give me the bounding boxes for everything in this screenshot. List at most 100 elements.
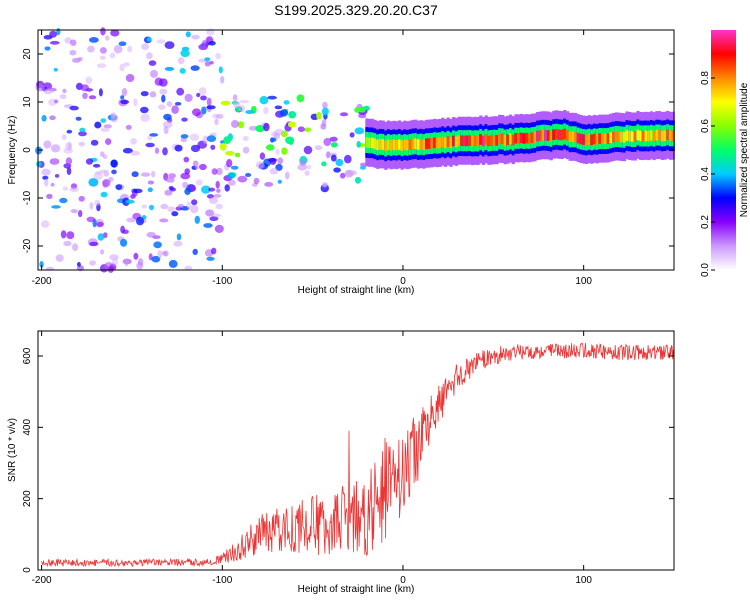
spectrogram-xlabel: Height of straight line (km) <box>298 285 415 296</box>
spectrogram-noise-blob <box>67 141 72 151</box>
spectrogram-noise-blob <box>69 39 77 46</box>
spectrogram-noise-blob <box>231 120 239 128</box>
spectrogram-signal-cell <box>655 129 659 141</box>
spectrogram-noise-blob <box>171 105 179 114</box>
spectrogram-signal-cell <box>647 130 651 142</box>
spectrogram-noise-blob <box>131 171 139 178</box>
spectrogram-noise-blob <box>214 224 224 233</box>
spectrogram-noise-blob <box>82 92 88 100</box>
spectrogram-noise-blob <box>206 105 216 110</box>
spectrogram-noise-blob <box>215 203 223 210</box>
spectrogram-noise-blob <box>269 168 278 175</box>
spectrogram-noise-blob <box>198 87 207 95</box>
spectrogram-noise-blob <box>133 188 143 194</box>
spectrogram-signal-cell <box>625 130 629 141</box>
spectrogram-noise-blob <box>78 210 83 218</box>
spectrogram-noise-blob <box>201 185 211 194</box>
spectrogram-noise-blob <box>120 225 125 234</box>
spectrogram-signal-cell <box>668 130 673 142</box>
spectrogram-noise-blob <box>275 148 280 155</box>
spectrogram-noise-blob <box>120 238 128 247</box>
spectrogram-signal-cell <box>449 137 453 149</box>
spectrogram-signal-cell <box>652 130 656 142</box>
spectrogram-noise-blob <box>149 91 157 98</box>
spectrogram-signal-cell <box>666 129 670 141</box>
spectrogram-signal-cell <box>403 139 407 150</box>
spectrogram-noise-blob <box>242 136 249 141</box>
spectrogram-noise-blob <box>232 94 238 101</box>
spectrogram-signal-cell <box>368 137 372 149</box>
spectrogram-noise-blob <box>89 241 99 247</box>
spectrogram-signal-cell <box>389 140 393 151</box>
spectrogram-noise-blob <box>167 206 176 213</box>
spectrogram-signal-cell <box>468 135 472 146</box>
spectrogram-signal-cell <box>525 132 529 144</box>
spectrogram-noise-blob <box>107 265 114 273</box>
spectrogram-noise-blob <box>159 88 168 95</box>
spectrogram-noise-blob <box>94 199 101 206</box>
spectrogram-signal-cell <box>514 133 518 144</box>
spectrogram-ytick-label: -20 <box>22 238 33 253</box>
spectrogram-noise-blob <box>60 230 67 239</box>
spectrogram-noise-blob <box>186 201 192 209</box>
spectrogram-signal-cell <box>454 136 458 148</box>
spectrogram-noise-blob <box>230 165 239 170</box>
spectrogram-noise-blob <box>181 117 188 122</box>
spectrogram-noise-blob <box>109 52 116 59</box>
spectrogram-noise-blob <box>354 107 361 113</box>
spectrogram-signal-cell <box>536 130 540 142</box>
spectrogram-noise-blob <box>304 127 312 132</box>
spectrogram-noise-blob <box>205 41 210 46</box>
spectrogram-noise-blob <box>239 99 250 104</box>
snr-frame <box>37 330 675 571</box>
spectrogram-signal-cell <box>500 133 505 145</box>
spectrogram-noise-blob <box>174 144 183 152</box>
spectrogram-signal-cell <box>441 136 445 147</box>
spectrogram-noise-blob <box>237 121 245 129</box>
spectrogram-noise-blob <box>264 182 274 187</box>
spectrogram-signal-cell <box>411 138 415 150</box>
spectrogram-signal-cell <box>587 133 591 145</box>
spectrogram-signal-cell <box>660 130 664 142</box>
spectrogram-signal-cell <box>541 129 545 141</box>
spectrogram-signal-cell <box>622 132 626 143</box>
spectrogram-signal-cell <box>370 137 374 149</box>
spectrogram-noise-blob <box>119 63 125 72</box>
spectrogram-noise-blob <box>165 177 175 183</box>
spectrogram-signal-cell <box>549 131 553 142</box>
spectrogram-noise-blob <box>140 91 149 97</box>
spectrogram-noise-blob <box>102 154 108 160</box>
spectrogram-noise-blob <box>79 127 86 132</box>
spectrogram-noise-blob <box>61 134 67 141</box>
spectrogram-noise-blob <box>259 96 269 105</box>
spectrogram-noise-blob <box>177 203 184 209</box>
spectrogram-signal-cell <box>452 135 456 147</box>
spectrogram-signal-cell <box>630 131 635 142</box>
spectrogram-noise-blob <box>130 150 140 156</box>
spectrogram-noise-blob <box>223 136 231 145</box>
spectrogram-noise-blob <box>339 112 349 117</box>
spectrogram-noise-blob <box>64 37 72 44</box>
spectrogram-noise-blob <box>321 161 327 167</box>
spectrogram-noise-blob <box>161 94 166 103</box>
spectrogram-noise-blob <box>171 211 179 217</box>
spectrogram-signal-cell <box>530 132 534 143</box>
spectrogram-noise-blob <box>49 30 57 38</box>
spectrogram-noise-blob <box>133 252 139 260</box>
spectrogram-noise-blob <box>54 174 60 178</box>
spectrogram-noise-blob <box>303 145 313 155</box>
spectrogram-noise-blob <box>216 167 223 176</box>
spectrogram-noise-blob <box>62 88 67 94</box>
spectrogram-noise-blob <box>220 100 231 106</box>
spectrogram-noise-blob <box>127 45 133 53</box>
spectrogram-noise-blob <box>269 157 277 165</box>
spectrogram-noise-blob <box>322 101 328 109</box>
spectrogram-noise-blob <box>97 233 105 241</box>
spectrogram-noise-blob <box>157 250 163 259</box>
spectrogram-noise-blob <box>105 138 112 146</box>
spectrogram-signal-cell <box>528 133 532 144</box>
spectrogram-noise-blob <box>69 49 77 56</box>
spectrogram-noise-blob <box>314 145 323 151</box>
spectrogram-noise-blob <box>62 186 69 191</box>
spectrogram-noise-blob <box>88 178 99 187</box>
